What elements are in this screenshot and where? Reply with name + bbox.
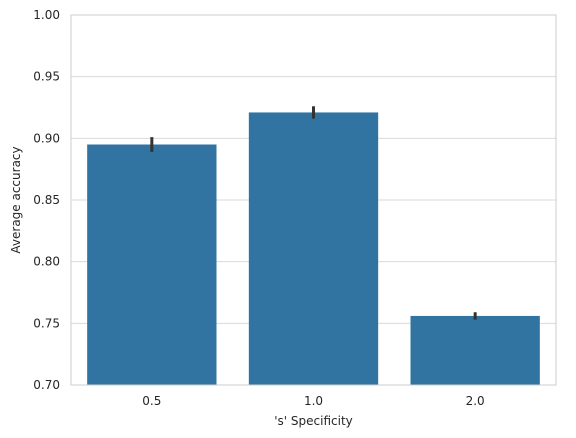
y-tick-label: 0.85	[33, 193, 60, 207]
bars	[87, 112, 540, 385]
bar	[249, 112, 378, 385]
x-tick-labels: 0.5 1.0 2.0	[142, 394, 484, 408]
x-tick-label: 2.0	[466, 394, 485, 408]
x-tick-label: 1.0	[304, 394, 323, 408]
y-tick-labels: 0.70 0.75 0.80 0.85 0.90 0.95 1.00	[33, 8, 60, 392]
y-tick-label: 0.95	[33, 70, 60, 84]
y-axis-label: Average accuracy	[9, 146, 23, 253]
y-tick-label: 0.70	[33, 378, 60, 392]
bar	[87, 145, 216, 386]
y-tick-label: 0.90	[33, 131, 60, 145]
y-tick-label: 0.80	[33, 255, 60, 269]
y-tick-label: 1.00	[33, 8, 60, 22]
bar	[411, 316, 540, 385]
y-tick-label: 0.75	[33, 316, 60, 330]
x-axis-label: 's' Specificity	[274, 414, 353, 428]
x-tick-label: 0.5	[142, 394, 161, 408]
